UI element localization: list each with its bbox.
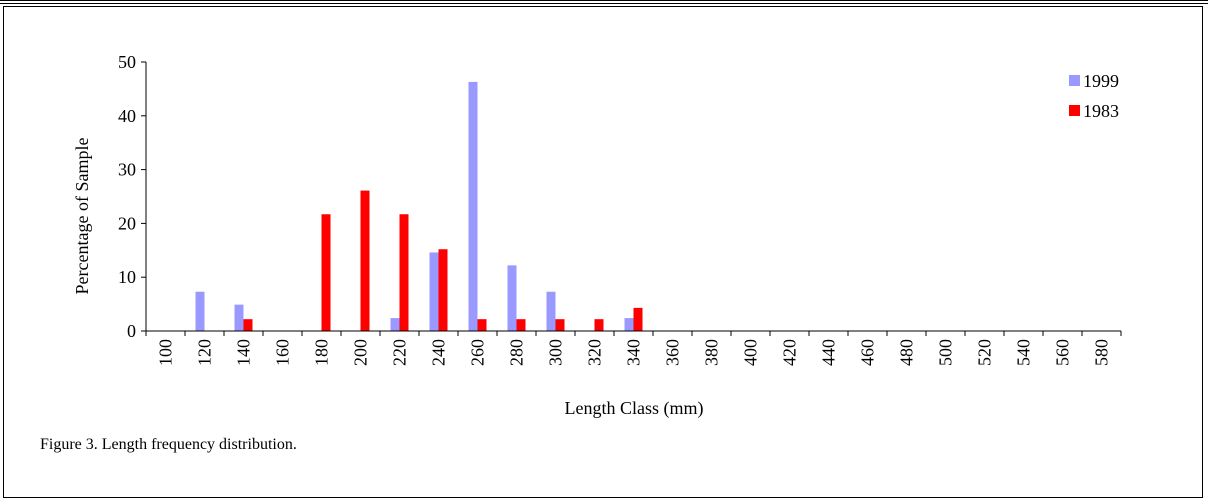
x-tick-label-400: 400 (741, 339, 761, 366)
x-tick-label-180: 180 (312, 339, 332, 366)
x-tick-label-380: 380 (702, 339, 722, 366)
legend-swatch-1983 (1069, 105, 1080, 116)
x-tick-label-520: 520 (975, 339, 995, 366)
bar-1983-240 (438, 249, 448, 331)
x-axis-title: Length Class (mm) (565, 398, 704, 419)
x-tick-label-460: 460 (858, 339, 878, 366)
x-tick-label-580: 580 (1092, 339, 1112, 366)
x-tick-label-340: 340 (624, 339, 644, 366)
x-tick-label-280: 280 (507, 339, 527, 366)
bar-1999-120 (195, 291, 205, 331)
x-tick-label-560: 560 (1053, 339, 1073, 366)
figure-caption: Figure 3. Length frequency distribution. (40, 436, 297, 453)
bar-1999-260 (468, 81, 478, 331)
y-tick-label-20: 20 (118, 213, 136, 233)
x-tick-label-220: 220 (390, 339, 410, 366)
bar-1999-280 (507, 265, 517, 331)
y-tick-label-10: 10 (118, 267, 136, 287)
top-rule-2 (0, 3, 1208, 4)
bar-1983-140 (243, 319, 253, 331)
axes-group (141, 61, 1122, 336)
y-tick-label-40: 40 (118, 106, 136, 126)
x-tick-label-320: 320 (585, 339, 605, 366)
x-tick-label-140: 140 (234, 339, 254, 366)
x-tick-label-420: 420 (780, 339, 800, 366)
bar-1999-220 (390, 318, 400, 331)
x-tick-label-480: 480 (897, 339, 917, 366)
bar-1999-340 (624, 318, 634, 331)
x-tick-label-160: 160 (273, 339, 293, 366)
bar-1999-140 (234, 304, 244, 331)
tick-labels-group: 0 10 20 30 40 50 100 120 140 160 180 200 220 240 260 28… (118, 52, 1112, 366)
x-tick-label-100: 100 (156, 339, 176, 366)
x-tick-label-540: 540 (1014, 339, 1034, 366)
y-tick-label-0: 0 (127, 321, 136, 341)
top-rule (0, 0, 1208, 1)
legend-swatch-1999 (1069, 75, 1080, 86)
bar-1983-300 (555, 319, 565, 331)
y-axis-title: Percentage of Sample (72, 138, 92, 295)
legend: 1999 1983 (1069, 71, 1119, 121)
x-tick-label-120: 120 (195, 339, 215, 366)
bar-1983-180 (321, 214, 331, 331)
y-tick-label-30: 30 (118, 160, 136, 180)
x-tick-label-360: 360 (663, 339, 683, 366)
y-tick-label-50: 50 (118, 52, 136, 72)
bar-1999-240 (429, 252, 439, 331)
x-tick-label-200: 200 (351, 339, 371, 366)
x-tick-label-240: 240 (429, 339, 449, 366)
bar-1983-220 (399, 214, 409, 331)
bar-1983-260 (477, 319, 487, 331)
bar-1983-200 (360, 190, 370, 331)
x-tick-label-440: 440 (819, 339, 839, 366)
legend-label-1983: 1983 (1083, 101, 1119, 121)
bar-1999-300 (546, 291, 556, 331)
x-tick-label-500: 500 (936, 339, 956, 366)
bar-1983-320 (594, 319, 604, 331)
x-tick-label-300: 300 (546, 339, 566, 366)
bar-1983-340 (633, 307, 643, 331)
legend-label-1999: 1999 (1083, 71, 1119, 91)
figure-frame (3, 6, 1203, 498)
bars-group (195, 81, 643, 331)
x-tick-label-260: 260 (468, 339, 488, 366)
bar-1983-280 (516, 319, 526, 331)
